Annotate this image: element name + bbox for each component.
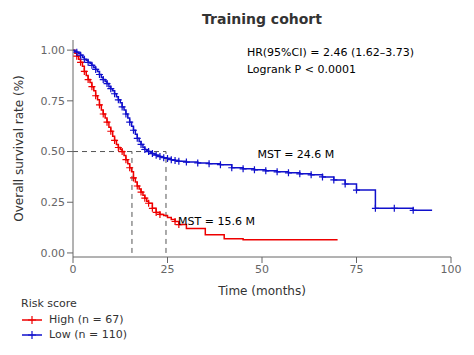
svg-text:0.75: 0.75	[41, 95, 66, 108]
svg-text:0.50: 0.50	[41, 145, 66, 158]
svg-text:0: 0	[70, 263, 77, 276]
svg-text:Overall survival rate (%): Overall survival rate (%)	[12, 75, 26, 221]
svg-text:100: 100	[441, 263, 462, 276]
html-text:High (n = 67): High (n = 67)	[49, 313, 124, 326]
html-text:Risk score: Risk score	[21, 297, 77, 310]
svg-text:MST = 15.6 M: MST = 15.6 M	[178, 215, 255, 228]
html-text:Logrank P < 0.0001: Logrank P < 0.0001	[246, 63, 356, 76]
svg-text:MST = 24.6 M: MST = 24.6 M	[257, 148, 334, 161]
svg-text:Time (months): Time (months)	[217, 284, 306, 298]
svg-text:50: 50	[255, 263, 269, 276]
html-text:HR(95%CI) = 2.46 (1.62–3.73): HR(95%CI) = 2.46 (1.62–3.73)	[246, 46, 414, 59]
svg-text:75: 75	[350, 263, 364, 276]
html-text:Low (n = 110): Low (n = 110)	[49, 328, 127, 341]
svg-text:1.00: 1.00	[41, 44, 66, 57]
svg-text:25: 25	[161, 263, 175, 276]
svg-text:0.00: 0.00	[41, 247, 66, 260]
html-text:Training cohort: Training cohort	[202, 11, 322, 27]
svg-text:0.25: 0.25	[41, 196, 66, 209]
